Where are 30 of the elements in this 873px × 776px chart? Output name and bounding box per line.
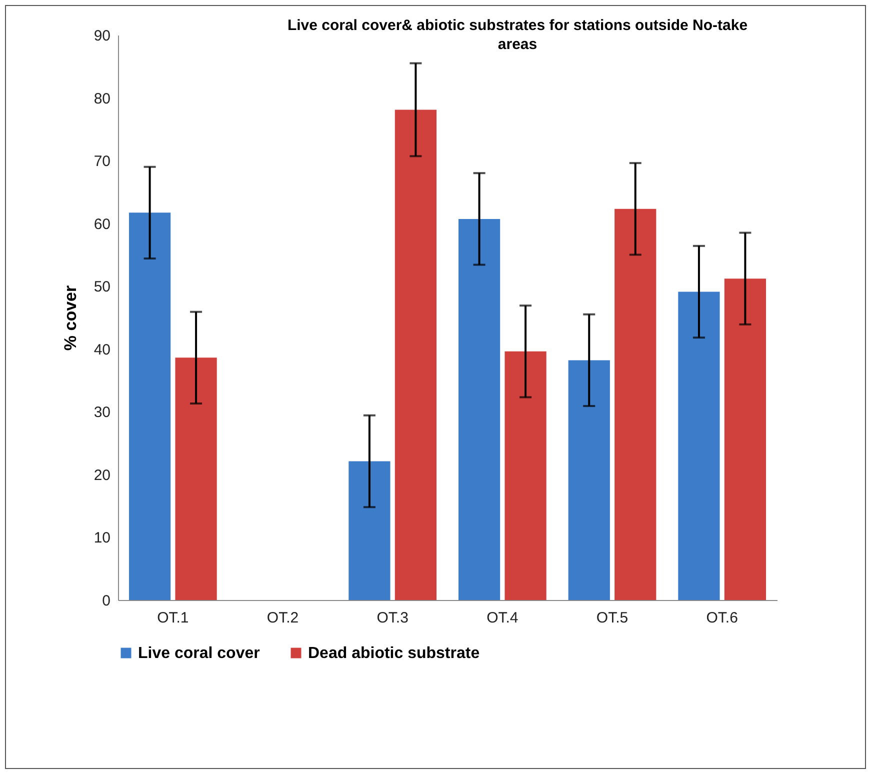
y-tick-label: 60 [94, 216, 110, 233]
legend-label: Dead abiotic substrate [308, 645, 480, 662]
x-tick-label: OT.4 [486, 610, 518, 626]
bar [724, 278, 766, 600]
x-tick-label: OT.5 [596, 610, 628, 626]
x-tick-label: OT.1 [157, 610, 189, 626]
bar [458, 218, 500, 600]
x-tick-label: OT.3 [376, 610, 408, 626]
y-tick-label: 50 [94, 278, 110, 296]
bar [175, 358, 217, 600]
bar [678, 292, 720, 600]
y-tick-label: 80 [94, 90, 110, 108]
x-tick-label: OT.2 [266, 610, 299, 626]
y-tick-label: 40 [94, 341, 110, 358]
y-tick-label: 10 [94, 530, 110, 547]
y-tick-label: 20 [94, 466, 110, 484]
bar [348, 461, 390, 600]
y-tick-label: 30 [94, 404, 110, 422]
bar [504, 351, 546, 600]
y-tick-label: 90 [94, 28, 110, 44]
bar [394, 110, 437, 600]
chart-title: Live coral cover& abiotic substrates for stations outside No-take areas [287, 17, 748, 53]
y-tick-label: 70 [94, 153, 110, 170]
bar [614, 208, 656, 600]
x-tick-label: OT.6 [706, 610, 738, 626]
y-axis-title: % cover [60, 285, 80, 351]
bar [128, 212, 171, 600]
bar [568, 360, 610, 600]
y-tick-label: 0 [102, 592, 110, 610]
legend-label: Live coral cover [138, 645, 260, 662]
